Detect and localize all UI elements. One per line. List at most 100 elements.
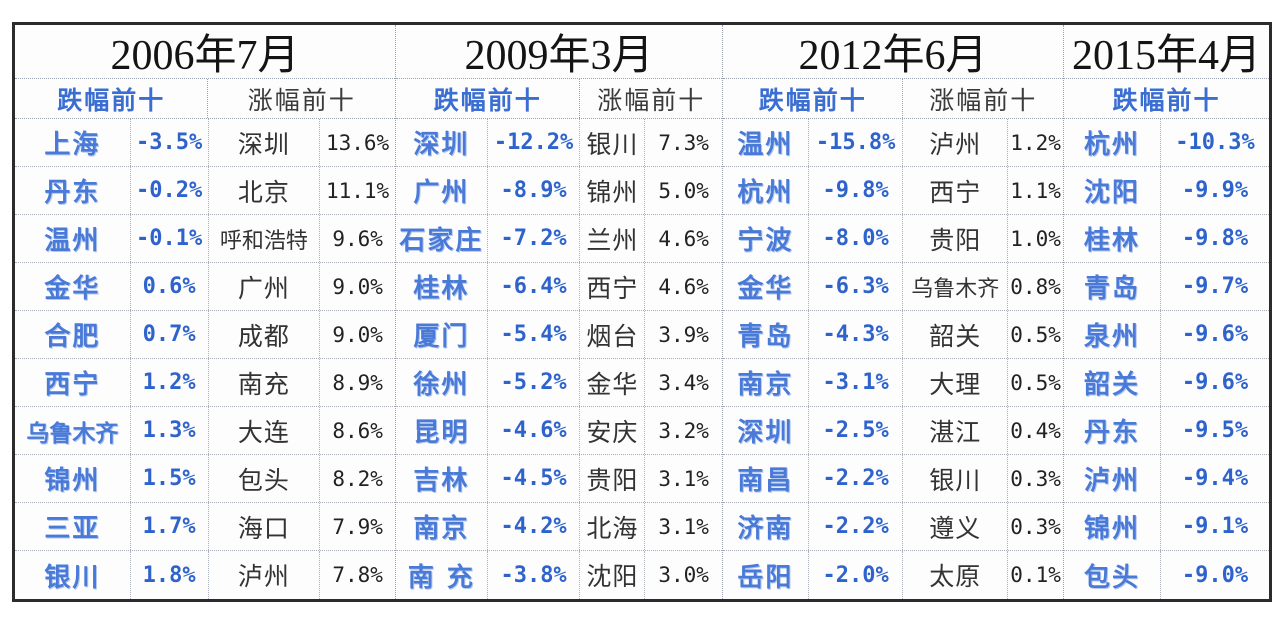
val-fall-cell: -9.6%: [1161, 359, 1269, 406]
city-gain-cell: 湛江: [903, 407, 1009, 454]
val-fall: -9.7%: [1181, 274, 1249, 299]
val-fall: -2.2%: [822, 514, 889, 539]
city-fall: 深圳: [413, 130, 470, 160]
val-gain: 0.1%: [1010, 563, 1061, 587]
city-fall: 南昌: [737, 466, 794, 496]
val-fall-cell: 1.2%: [131, 359, 209, 406]
val-fall-cell: -8.9%: [488, 167, 581, 214]
city-gain-cell: 泸州: [209, 551, 321, 599]
val-fall: -9.6%: [1181, 322, 1249, 347]
city-fall-cell: 南京: [396, 503, 488, 550]
val-fall-cell: 1.7%: [131, 503, 209, 550]
val-gain: 0.5%: [1010, 322, 1061, 347]
val-fall-cell: -10.3%: [1161, 119, 1269, 166]
val-fall-cell: -6.3%: [809, 263, 904, 310]
val-fall: -15.8%: [815, 130, 896, 155]
val-fall: -9.9%: [1181, 178, 1249, 203]
city-gain: 泸州: [237, 562, 290, 591]
city-gain: 安庆: [586, 417, 639, 447]
period-group: 2006年7月 跌幅前十 涨幅前十 上海 -3.5% 深圳 13.6% 丹东 -0.2% 北京 11…: [15, 25, 396, 599]
city-fall-cell: 韶关: [1064, 359, 1161, 406]
city-gain-cell: 太原: [903, 551, 1009, 599]
val-gain-cell: 8.2%: [320, 455, 395, 502]
val-gain-cell: 9.6%: [320, 215, 395, 262]
city-gain-cell: 包头: [209, 455, 321, 502]
city-fall: 泸州: [1083, 466, 1140, 496]
table-row: 桂林 -9.8%: [1064, 215, 1269, 263]
val-fall-cell: -3.5%: [131, 119, 209, 166]
city-gain-cell: 大理: [903, 359, 1009, 406]
val-gain: 3.1%: [658, 466, 709, 491]
val-fall-cell: 1.5%: [131, 455, 209, 502]
city-fall: 青岛: [1083, 274, 1140, 304]
city-gain-cell: 遵义: [903, 503, 1009, 550]
val-fall: -4.6%: [500, 418, 567, 443]
table-row: 南昌 -2.2% 银川 0.3%: [723, 455, 1063, 503]
city-fall: 广州: [413, 178, 470, 208]
val-gain-cell: 3.9%: [645, 311, 722, 358]
city-gain-cell: 西宁: [903, 167, 1009, 214]
city-fall-cell: 锦州: [1064, 503, 1161, 550]
table-row: 徐州 -5.2% 金华 3.4%: [396, 359, 722, 407]
table-row: 包头 -9.0%: [1064, 551, 1269, 599]
val-fall-cell: 0.6%: [131, 263, 209, 310]
city-fall: 南 充: [407, 562, 475, 593]
city-gain: 韶关: [929, 321, 982, 351]
val-fall: -6.3%: [822, 274, 889, 299]
val-fall: -9.1%: [1181, 514, 1249, 539]
val-gain-cell: 9.0%: [320, 263, 395, 310]
city-fall-cell: 温州: [15, 215, 131, 262]
val-fall: -9.5%: [1181, 418, 1249, 443]
city-gain-cell: 贵阳: [580, 455, 646, 502]
table-row: 西宁 1.2% 南充 8.9%: [15, 359, 395, 407]
val-fall: -2.5%: [822, 418, 889, 443]
val-fall-cell: -4.2%: [488, 503, 581, 550]
city-fall: 石家庄: [399, 226, 484, 256]
table-row: 锦州 -9.1%: [1064, 503, 1269, 551]
val-fall-cell: -3.8%: [488, 551, 581, 599]
city-fall-cell: 吉林: [396, 455, 488, 502]
val-gain-cell: 4.6%: [645, 263, 722, 310]
val-fall-cell: -5.4%: [488, 311, 581, 358]
val-fall: 0.7%: [142, 322, 196, 347]
gain-top10-header: 涨幅前十: [597, 85, 706, 115]
city-fall-cell: 广州: [396, 167, 488, 214]
val-gain: 11.1%: [325, 178, 390, 203]
val-fall: 1.2%: [142, 370, 196, 395]
val-fall-cell: -4.5%: [488, 455, 581, 502]
city-fall-cell: 包头: [1064, 551, 1161, 599]
city-gain-cell: 大连: [209, 407, 321, 454]
val-gain-cell: 1.0%: [1008, 215, 1063, 262]
city-gain-cell: 南充: [209, 359, 321, 406]
table-row: 韶关 -9.6%: [1064, 359, 1269, 407]
city-fall: 锦州: [1083, 514, 1140, 544]
val-gain: 3.2%: [658, 418, 709, 443]
table-row: 桂林 -6.4% 西宁 4.6%: [396, 263, 722, 311]
city-fall-cell: 桂林: [1064, 215, 1161, 262]
table-row: 深圳 -2.5% 湛江 0.4%: [723, 407, 1063, 455]
fall-top10-header: 跌幅前十: [723, 79, 904, 118]
city-fall-cell: 上海: [15, 119, 131, 166]
val-fall: -9.6%: [1181, 370, 1249, 395]
val-gain: 3.9%: [658, 322, 709, 347]
city-fall-cell: 银川: [15, 551, 131, 599]
val-fall: -0.1%: [135, 226, 203, 251]
city-fall-cell: 厦门: [396, 311, 488, 358]
city-fall-cell: 南昌: [723, 455, 809, 502]
val-gain-cell: 8.6%: [320, 407, 395, 454]
val-gain: 7.8%: [332, 563, 383, 587]
val-fall: -3.5%: [135, 130, 203, 155]
city-gain: 兰州: [586, 225, 639, 255]
city-gain-cell: 沈阳: [580, 551, 646, 599]
fall-top10-header: 跌幅前十: [1112, 85, 1221, 115]
table-row: 杭州 -9.8% 西宁 1.1%: [723, 167, 1063, 215]
val-fall-cell: -6.4%: [488, 263, 581, 310]
val-fall-cell: -0.1%: [131, 215, 209, 262]
city-fall-cell: 乌鲁木齐: [15, 407, 131, 454]
val-fall: -12.2%: [493, 130, 574, 155]
val-fall: -0.2%: [135, 178, 203, 203]
val-gain: 4.6%: [658, 274, 709, 299]
table-row: 吉林 -4.5% 贵阳 3.1%: [396, 455, 722, 503]
city-gain-cell: 安庆: [580, 407, 646, 454]
city-fall: 厦门: [413, 322, 470, 352]
